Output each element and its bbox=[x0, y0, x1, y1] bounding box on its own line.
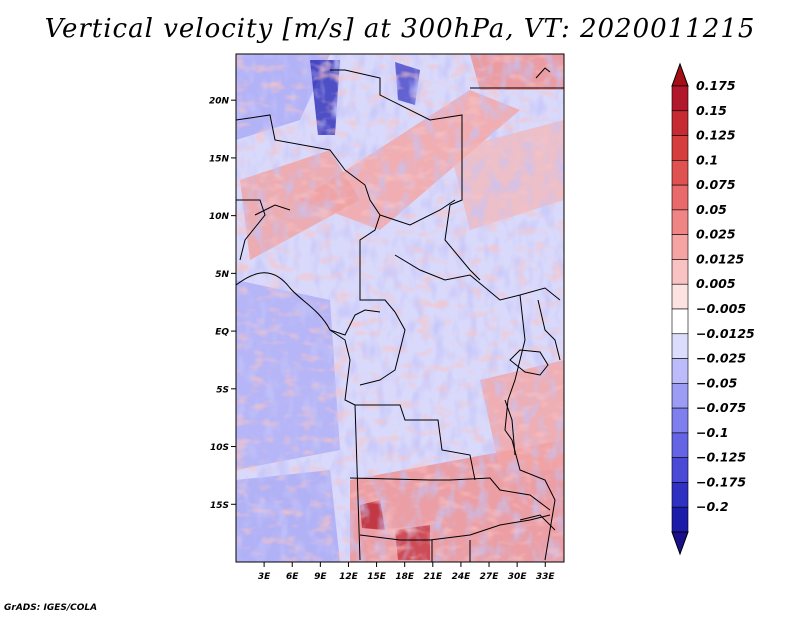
colorbar-label: 0.0125 bbox=[696, 251, 745, 266]
lat-axis: 20N 15N 10N 5N EQ 5S 10S 15S bbox=[209, 97, 236, 511]
colorbar-label: 0.05 bbox=[696, 202, 727, 217]
lat-tick-label: 10N bbox=[209, 212, 230, 222]
colorbar-swatch bbox=[671, 383, 689, 409]
border-line bbox=[535, 67, 551, 79]
colorbar-label: −0.175 bbox=[696, 474, 746, 489]
colorbar-label: 0.075 bbox=[696, 177, 736, 192]
colorbar-swatch bbox=[671, 308, 689, 335]
lon-tick-label: 9E bbox=[314, 572, 327, 582]
lon-tick-label: 33E bbox=[536, 572, 556, 582]
lat-tick-label: 10S bbox=[210, 443, 229, 453]
colorbar-swatch bbox=[671, 432, 689, 458]
colorbar-label: −0.05 bbox=[696, 375, 738, 390]
colorbar-swatch bbox=[671, 283, 689, 310]
border-line bbox=[444, 140, 481, 281]
colorbar-swatch bbox=[671, 110, 689, 136]
border-line bbox=[394, 254, 561, 301]
lon-axis: 3E 6E 9E 12E 15E 18E 21E 24E 27E 30E 33E bbox=[258, 562, 556, 582]
country-borders bbox=[236, 67, 564, 562]
velocity-field bbox=[236, 54, 564, 562]
colorbar-label: −0.1 bbox=[696, 425, 729, 440]
lon-tick-label: 6E bbox=[286, 572, 299, 582]
border-line bbox=[359, 311, 406, 386]
colorbar-label: 0.15 bbox=[696, 103, 727, 118]
lat-tick-label: 5S bbox=[216, 385, 229, 395]
map-title: Vertical velocity [m/s] at 300hPa, VT: 2… bbox=[44, 14, 756, 44]
colorbar-swatch bbox=[671, 259, 689, 285]
border-line bbox=[504, 399, 516, 456]
colorbar-swatch bbox=[671, 135, 689, 161]
lat-tick-label: 5N bbox=[215, 270, 229, 280]
colorbar-swatch bbox=[671, 160, 689, 186]
colorbar-swatch bbox=[671, 407, 689, 434]
colorbar-label: 0.025 bbox=[696, 227, 736, 242]
border-line bbox=[236, 114, 346, 171]
border-line bbox=[509, 349, 549, 376]
colorbar-label: −0.125 bbox=[696, 450, 746, 465]
border-line bbox=[355, 404, 476, 481]
lon-tick-label: 27E bbox=[480, 572, 500, 582]
colorbar-swatch bbox=[671, 85, 689, 112]
border-line bbox=[330, 69, 463, 140]
lon-tick-label: 21E bbox=[423, 572, 443, 582]
border-line bbox=[329, 329, 361, 561]
lat-tick-label: 20N bbox=[209, 97, 230, 107]
colorbar: 0.175 0.15 0.125 0.1 0.075 0.05 0.025 0.0125 0.0… bbox=[671, 62, 755, 556]
colorbar-label: 0.005 bbox=[696, 276, 736, 291]
border-line bbox=[519, 514, 556, 531]
colorbar-label: −0.2 bbox=[696, 499, 729, 514]
lat-tick-label: EQ bbox=[215, 328, 229, 338]
border-line bbox=[349, 477, 551, 511]
colorbar-label: 0.1 bbox=[696, 152, 718, 167]
border-line bbox=[359, 514, 551, 541]
border-line bbox=[537, 299, 561, 361]
border-line bbox=[236, 272, 331, 331]
colorbar-label: −0.075 bbox=[696, 400, 746, 415]
lon-tick-label: 12E bbox=[339, 572, 359, 582]
grads-credit: GrADS: IGES/COLA bbox=[4, 603, 98, 613]
colorbar-swatch bbox=[671, 234, 689, 260]
lon-tick-label: 30E bbox=[508, 572, 528, 582]
lon-tick-label: 3E bbox=[258, 572, 271, 582]
colorbar-label: −0.025 bbox=[696, 351, 746, 366]
border-line bbox=[236, 199, 266, 261]
colorbar-swatch bbox=[671, 457, 689, 483]
border-line bbox=[329, 309, 381, 336]
colorbar-swatch bbox=[671, 482, 689, 508]
lon-tick-label: 18E bbox=[395, 572, 415, 582]
colorbar-swatch bbox=[671, 184, 689, 211]
border-line bbox=[379, 199, 456, 226]
colorbar-swatch bbox=[671, 209, 689, 235]
border-line bbox=[254, 204, 291, 216]
plot-frame bbox=[235, 53, 565, 563]
colorbar-label: −0.005 bbox=[696, 301, 746, 316]
colorbar-bottom-arrow bbox=[671, 531, 689, 556]
colorbar-label: 0.125 bbox=[696, 128, 736, 143]
colorbar-swatch bbox=[671, 358, 689, 384]
colorbar-swatch bbox=[671, 506, 689, 533]
border-line bbox=[544, 499, 556, 561]
border-line bbox=[344, 169, 396, 313]
colorbar-label: 0.175 bbox=[696, 78, 736, 93]
lon-tick-label: 24E bbox=[452, 572, 472, 582]
lat-tick-label: 15N bbox=[209, 154, 230, 164]
lon-tick-label: 15E bbox=[367, 572, 387, 582]
lat-tick-label: 15S bbox=[210, 501, 229, 511]
colorbar-swatch bbox=[671, 333, 689, 359]
colorbar-label: −0.0125 bbox=[696, 326, 755, 341]
colorbar-top-arrow bbox=[671, 62, 689, 87]
